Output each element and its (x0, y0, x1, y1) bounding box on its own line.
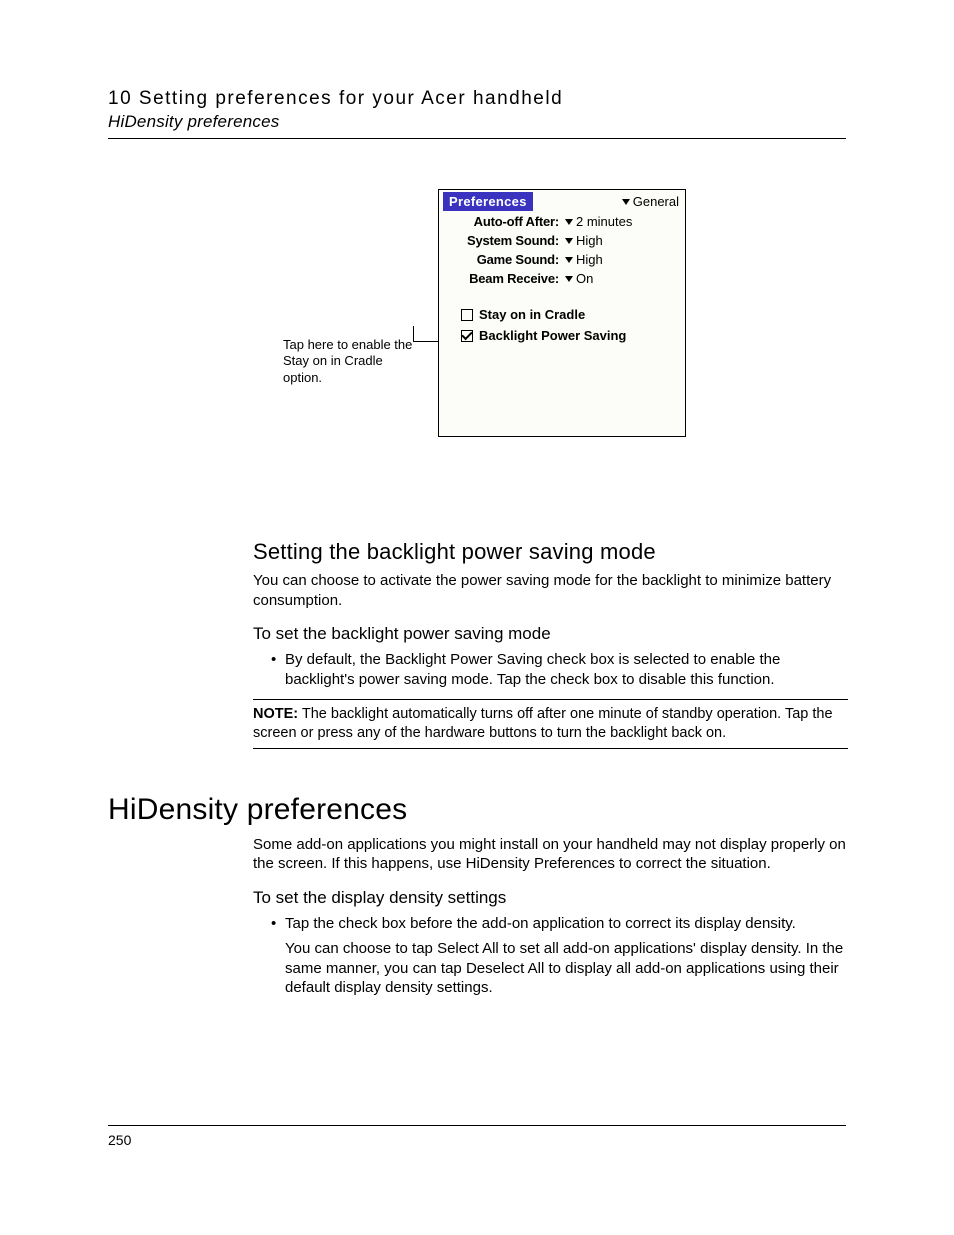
bullet-icon: • (271, 914, 285, 934)
bullet-text: Tap the check box before the add-on appl… (285, 914, 796, 934)
subheading-to-set-display-density: To set the display density settings (253, 888, 848, 908)
bullet-sub-text: You can choose to tap Select All to set … (285, 939, 848, 998)
palm-row-systemsound: System Sound: High (439, 231, 685, 250)
chevron-down-icon (565, 238, 573, 244)
palm-row-gamesound: Game Sound: High (439, 250, 685, 269)
palm-dropdown[interactable]: 2 minutes (565, 214, 632, 229)
palm-checkbox-backlight-power-saving[interactable]: Backlight Power Saving (439, 325, 685, 346)
palm-label: System Sound: (445, 233, 565, 248)
palm-value-text: On (576, 271, 593, 286)
palm-value-text: High (576, 252, 603, 267)
palm-category-menu[interactable]: General (622, 194, 679, 209)
list-item: • By default, the Backlight Power Saving… (271, 650, 848, 689)
footer-rule (108, 1125, 846, 1126)
heading-setting-backlight: Setting the backlight power saving mode (253, 539, 848, 565)
checkbox-icon (461, 309, 473, 321)
body-text: You can choose to activate the power sav… (253, 571, 848, 610)
palm-dropdown[interactable]: High (565, 233, 603, 248)
chevron-down-icon (565, 276, 573, 282)
callout-text: Tap here to enable the Stay on in Cradle… (283, 337, 423, 386)
chevron-down-icon (565, 257, 573, 263)
palm-app-title[interactable]: Preferences (443, 192, 533, 211)
chevron-down-icon (565, 219, 573, 225)
page-number: 250 (108, 1132, 131, 1148)
bullet-icon: • (271, 650, 285, 689)
palm-dropdown[interactable]: On (565, 271, 593, 286)
palm-value-text: 2 minutes (576, 214, 632, 229)
palm-label: Auto-off After: (445, 214, 565, 229)
list-item: • Tap the check box before the add-on ap… (271, 914, 848, 934)
palm-label: Game Sound: (445, 252, 565, 267)
chapter-title: 10 Setting preferences for your Acer han… (108, 88, 846, 110)
palm-label: Beam Receive: (445, 271, 565, 286)
note-box: NOTE: The backlight automatically turns … (253, 699, 848, 749)
header-rule (108, 138, 846, 139)
palm-row-autooff: Auto-off After: 2 minutes (439, 212, 685, 231)
palm-screenshot: Preferences General Auto-off After: 2 mi… (438, 189, 686, 437)
note-label: NOTE: (253, 706, 298, 722)
palm-category-label: General (633, 194, 679, 209)
bullet-text: By default, the Backlight Power Saving c… (285, 650, 848, 689)
checkbox-checked-icon (461, 330, 473, 342)
palm-dropdown[interactable]: High (565, 252, 603, 267)
palm-row-beamreceive: Beam Receive: On (439, 269, 685, 288)
body-text: Some add-on applications you might insta… (253, 835, 848, 874)
section-subtitle: HiDensity preferences (108, 112, 846, 132)
note-body: The backlight automatically turns off af… (253, 706, 833, 741)
chevron-down-icon (622, 199, 630, 205)
checkbox-label: Stay on in Cradle (479, 307, 585, 322)
heading-hidensity: HiDensity preferences (108, 793, 846, 827)
palm-checkbox-stay-on-cradle[interactable]: Stay on in Cradle (439, 304, 685, 325)
checkbox-label: Backlight Power Saving (479, 328, 626, 343)
subheading-to-set-backlight: To set the backlight power saving mode (253, 624, 848, 644)
figure-area: Tap here to enable the Stay on in Cradle… (108, 189, 846, 539)
palm-value-text: High (576, 233, 603, 248)
